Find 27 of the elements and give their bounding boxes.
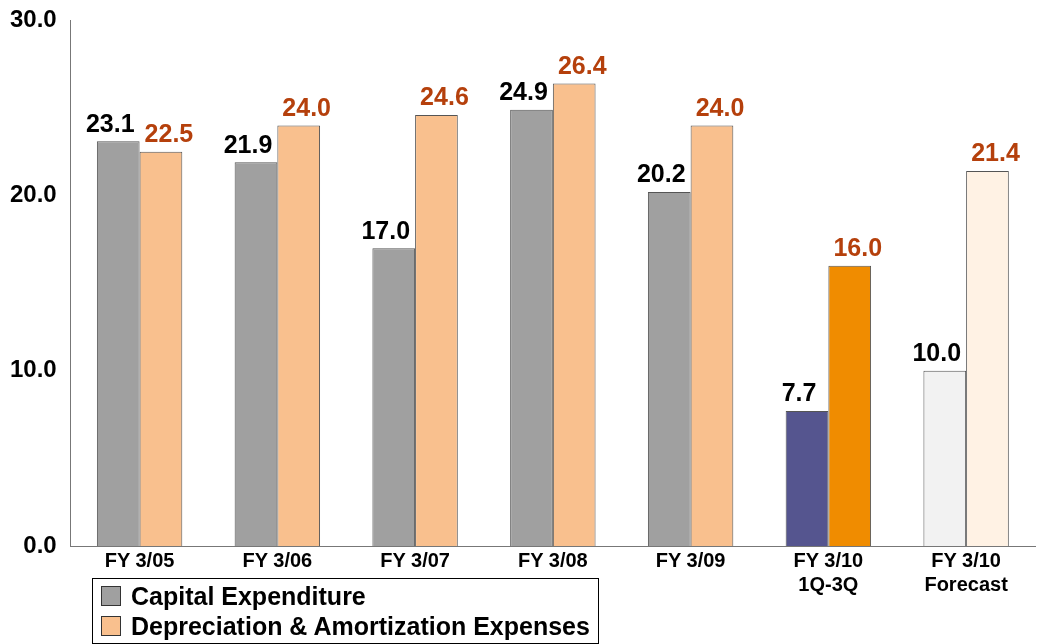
data-label: 10.0 [912, 338, 962, 367]
x-tick-label: FY 3/10 Forecast [924, 548, 1009, 595]
x-tick-label: FY 3/05 [104, 548, 175, 571]
x-tick-label: FY 3/10 1Q-3Q [793, 548, 864, 595]
data-label: 22.5 [144, 119, 194, 148]
x-tick-label: FY 3/06 [242, 548, 313, 571]
data-label: 23.1 [85, 108, 135, 137]
data-label: 24.0 [282, 92, 332, 121]
data-label: 24.6 [420, 82, 469, 111]
x-tick-label: FY 3/08 [518, 548, 588, 571]
y-tick-label: 10.0 [9, 355, 57, 383]
data-label: 24.9 [499, 77, 548, 106]
legend-label: Depreciation & Amortization Expenses [131, 611, 590, 641]
data-label: 16.0 [833, 233, 883, 262]
x-tick-label: FY 3/09 [655, 548, 726, 571]
data-label: 26.4 [557, 50, 607, 79]
legend-label: Capital Expenditure [131, 581, 366, 611]
data-label: 21.4 [971, 138, 1020, 167]
y-tick-label: 20.0 [9, 180, 57, 208]
data-label: 17.0 [361, 215, 411, 244]
y-tick-label: 30.0 [9, 5, 57, 33]
data-label: 20.2 [636, 159, 686, 188]
y-tick-label: 0.0 [23, 530, 57, 558]
data-label: 21.9 [223, 129, 273, 158]
data-label: 7.7 [781, 378, 817, 407]
data-label: 24.0 [695, 92, 745, 121]
x-tick-label: FY 3/07 [380, 548, 450, 571]
